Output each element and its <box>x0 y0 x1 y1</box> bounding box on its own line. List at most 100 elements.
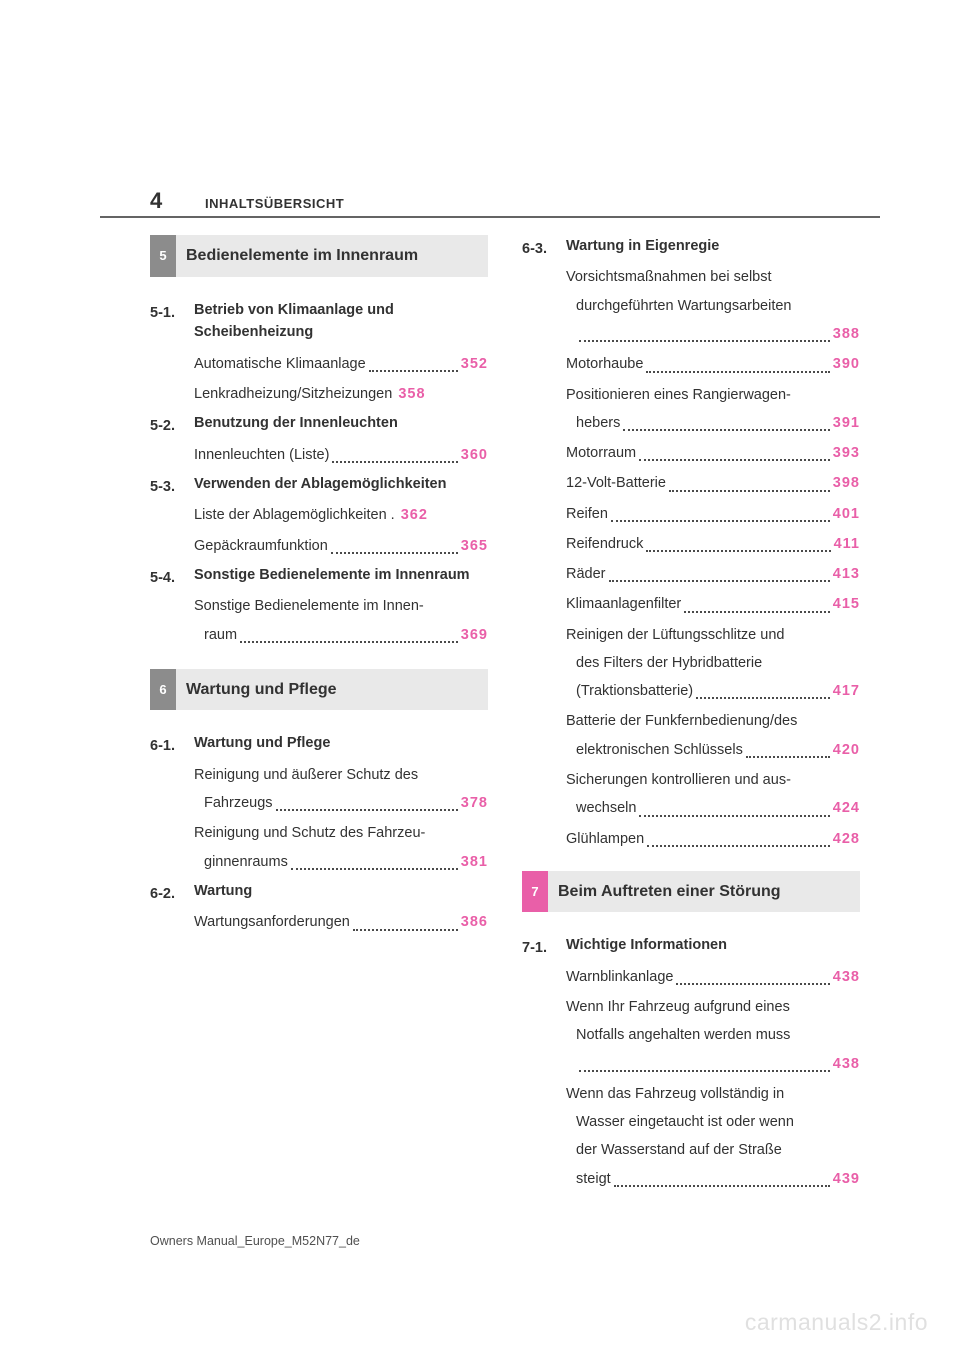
entry-page: 439 <box>833 1165 860 1193</box>
section-title: Betrieb von Klimaanlage und Scheibenheiz… <box>194 299 488 344</box>
toc-entry: Wenn das Fahrzeug vollständig in Wasser … <box>566 1080 860 1193</box>
toc-entry: Warnblinkanlage 438 <box>566 963 860 991</box>
entry-text: Automatische Klimaanlage <box>194 350 366 378</box>
chapter-title: Wartung und Pflege <box>176 669 488 711</box>
entry-line: Reinigen der Lüftungsschlitze und <box>566 621 860 649</box>
entry-page: 413 <box>833 560 860 588</box>
entry-text: Reifen <box>566 500 608 528</box>
section-title: Benutzung der Innenleuchten <box>194 412 488 434</box>
entry-last-line: ginnenraums 381 <box>194 848 488 876</box>
section-title: Wichtige Informationen <box>566 934 860 956</box>
entry-text: Motorraum <box>566 439 636 467</box>
leader-dots <box>609 580 830 582</box>
toc-entry: Motorraum 393 <box>566 439 860 467</box>
leader-dots <box>639 815 829 817</box>
toc-entry: Wartungsanforderungen 386 <box>194 908 488 936</box>
entry-line: Sicherungen kontrollieren und aus- <box>566 766 860 794</box>
entry-page: 428 <box>833 825 860 853</box>
toc-entry: Vorsichtsmaßnahmen bei selbst durchgefüh… <box>566 263 860 348</box>
toc-section: 6-3. Wartung in Eigenregie Vorsichtsmaßn… <box>522 235 860 855</box>
entry-line: der Wasserstand auf der Straße <box>566 1136 860 1164</box>
toc-section: 7-1. Wichtige Informationen Warnblinkanl… <box>522 934 860 1195</box>
leader-dots <box>646 550 830 552</box>
entry-page: 358 <box>398 380 425 408</box>
entry-text: Motorhaube <box>566 350 643 378</box>
toc-entry: Wenn Ihr Fahrzeug aufgrund eines Notfall… <box>566 993 860 1078</box>
leader-dots <box>647 845 830 847</box>
leader-dots <box>696 697 830 699</box>
leader-dots <box>332 461 457 463</box>
toc-entry: Sonstige Bedienelemente im Innen- raum 3… <box>194 592 488 649</box>
section-title: Wartung in Eigenregie <box>566 235 860 257</box>
leader-dots <box>646 371 829 373</box>
entry-text: hebers <box>576 409 620 437</box>
entry-text: Wartungsanforderungen <box>194 908 350 936</box>
entry-text: Gepäckraumfunktion <box>194 532 328 560</box>
section-number: 6-1. <box>150 732 194 878</box>
chapter-number: 5 <box>150 235 176 277</box>
page-header: 4 INHALTSÜBERSICHT <box>150 188 860 214</box>
section-body: Benutzung der Innenleuchten Innenleuchte… <box>194 412 488 471</box>
leader-dots <box>614 1185 830 1187</box>
entry-page: 386 <box>461 908 488 936</box>
entry-page: 378 <box>461 789 488 817</box>
entry-text: Glühlampen <box>566 825 644 853</box>
entry-line: Batterie der Funkfernbedienung/des <box>566 707 860 735</box>
section-body: Wichtige Informationen Warnblinkanlage 4… <box>566 934 860 1195</box>
entry-page: 352 <box>461 350 488 378</box>
entry-page: 365 <box>461 532 488 560</box>
entry-text: steigt <box>576 1165 611 1193</box>
section-number: 5-2. <box>150 412 194 471</box>
toc-section: 5-1. Betrieb von Klimaanlage und Scheibe… <box>150 299 488 410</box>
toc-entry: Reifendruck 411 <box>566 530 860 558</box>
leader-dots <box>331 552 458 554</box>
entry-text: Klimaanlagenfilter <box>566 590 681 618</box>
manual-toc-page: 4 INHALTSÜBERSICHT 5 Bedienelemente im I… <box>0 0 960 1358</box>
entry-line: Wasser eingetaucht ist oder wenn <box>566 1108 860 1136</box>
entry-page: 381 <box>461 848 488 876</box>
toc-entry: Glühlampen 428 <box>566 825 860 853</box>
page-number: 4 <box>150 188 205 214</box>
entry-page: 415 <box>833 590 860 618</box>
entry-page: 393 <box>833 439 860 467</box>
entry-page: 438 <box>833 1050 860 1078</box>
section-body: Wartung und Pflege Reinigung und äußerer… <box>194 732 488 878</box>
toc-entry: Gepäckraumfunktion 365 <box>194 532 488 560</box>
section-number: 7-1. <box>522 934 566 1195</box>
running-header: INHALTSÜBERSICHT <box>205 196 344 211</box>
entry-last-line: 388 <box>566 320 860 348</box>
leader-dots <box>579 1070 830 1072</box>
toc-section: 6-2. Wartung Wartungsanforderungen 386 <box>150 880 488 939</box>
toc-entry: Klimaanlagenfilter 415 <box>566 590 860 618</box>
section-body: Sonstige Bedienelemente im Innenraum Son… <box>194 564 488 651</box>
section-title: Wartung <box>194 880 488 902</box>
section-body: Betrieb von Klimaanlage und Scheibenheiz… <box>194 299 488 410</box>
section-title: Sonstige Bedienelemente im Innenraum <box>194 564 488 586</box>
entry-page: 391 <box>833 409 860 437</box>
entry-last-line: Fahrzeugs 378 <box>194 789 488 817</box>
entry-page: 369 <box>461 621 488 649</box>
leader-dots <box>669 490 830 492</box>
leader-dots <box>369 370 458 372</box>
entry-text: Warnblinkanlage <box>566 963 673 991</box>
entry-page: 411 <box>834 530 860 558</box>
entry-text: wechseln <box>576 794 636 822</box>
toc-entry: 12-Volt-Batterie 398 <box>566 469 860 497</box>
footer-text: Owners Manual_Europe_M52N77_de <box>150 1234 360 1248</box>
section-number: 6-3. <box>522 235 566 855</box>
toc-entry: Positionieren eines Rangierwagen- hebers… <box>566 381 860 438</box>
entry-line: Vorsichtsmaßnahmen bei selbst <box>566 263 860 291</box>
entry-last-line: steigt 439 <box>566 1165 860 1193</box>
entry-text: ginnenraums <box>204 848 288 876</box>
toc-entry: Räder 413 <box>566 560 860 588</box>
entry-last-line: elektronischen Schlüssels 420 <box>566 736 860 764</box>
entry-text: Lenkradheizung/Sitzheizungen <box>194 380 392 408</box>
entry-line: durchgeführten Wartungsarbeiten <box>566 292 860 320</box>
leader-dots <box>353 929 458 931</box>
toc-entry: Motorhaube 390 <box>566 350 860 378</box>
entry-text: Innenleuchten (Liste) <box>194 441 329 469</box>
entry-line: Wenn Ihr Fahrzeug aufgrund eines <box>566 993 860 1021</box>
section-body: Wartung in Eigenregie Vorsichtsmaßnahmen… <box>566 235 860 855</box>
section-number: 5-1. <box>150 299 194 410</box>
toc-entry: Reinigung und Schutz des Fahrzeu- ginnen… <box>194 819 488 876</box>
